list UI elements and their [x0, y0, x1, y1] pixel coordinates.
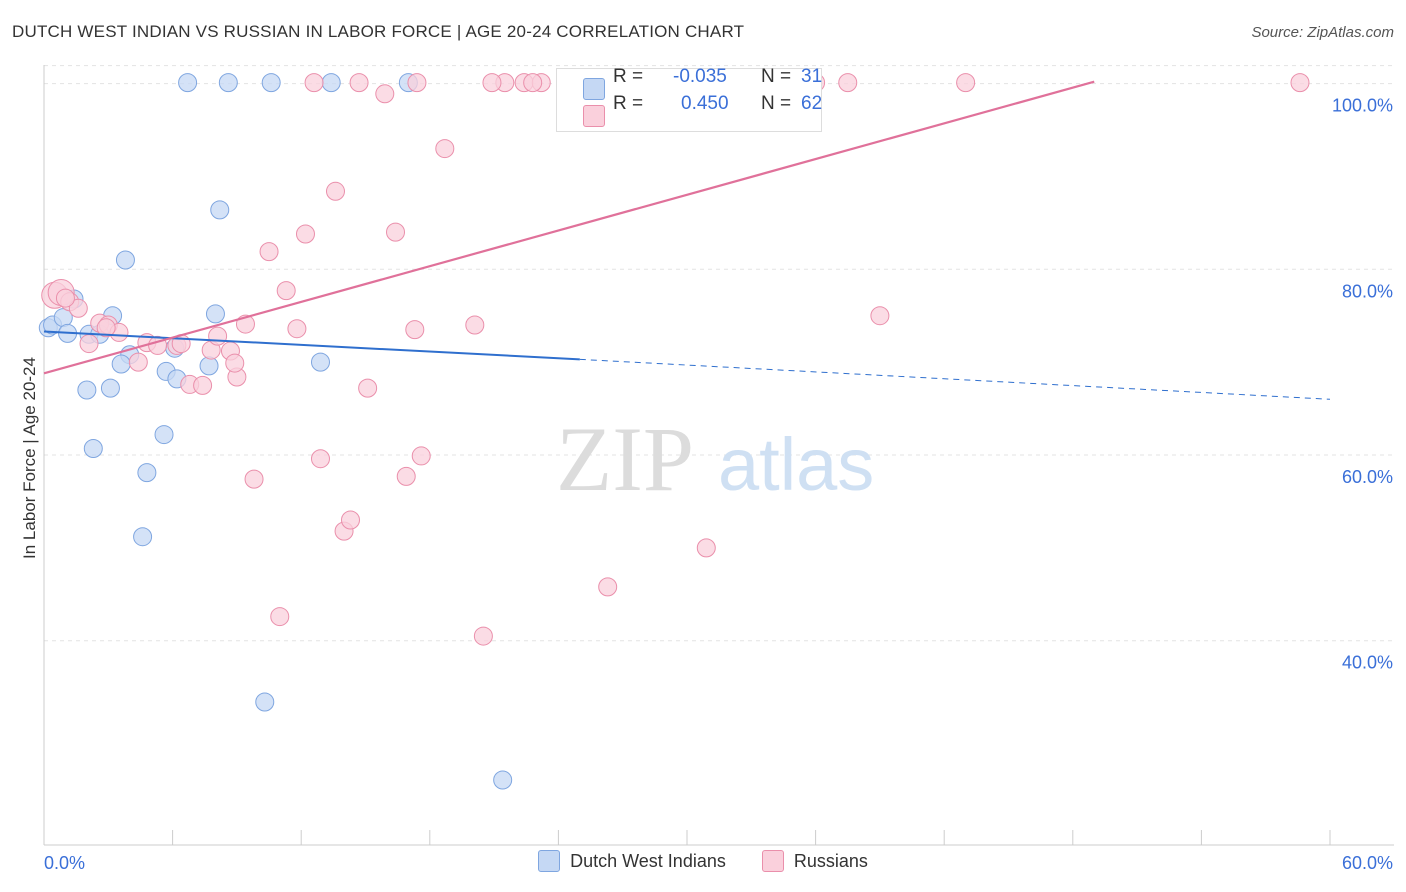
data-point	[128, 352, 148, 372]
y-tick-label: 60.0%	[1342, 467, 1393, 487]
trend-line-russians	[43, 80, 1095, 375]
data-point	[375, 84, 395, 104]
data-point	[100, 378, 120, 398]
data-point	[304, 73, 324, 93]
y-tick-label: 40.0%	[1342, 653, 1393, 673]
data-point	[295, 224, 315, 244]
data-point	[870, 306, 890, 326]
trend-line-dutch-west-indians-extension	[579, 358, 1331, 400]
legend-label: Russians	[793, 850, 868, 871]
data-point	[1290, 73, 1310, 93]
data-point	[325, 181, 345, 201]
data-point	[482, 73, 502, 93]
data-point	[310, 352, 330, 372]
chart-title: DUTCH WEST INDIAN VS RUSSIAN IN LABOR FO…	[12, 22, 745, 41]
data-point	[358, 378, 378, 398]
data-point	[111, 354, 131, 374]
stats-n-value: 31	[801, 66, 823, 87]
stats-n-value: 62	[801, 93, 823, 114]
trend-lines	[43, 80, 1331, 400]
data-point	[96, 318, 116, 338]
data-point	[133, 527, 153, 547]
data-point	[154, 425, 174, 445]
data-point	[473, 626, 493, 646]
data-point	[340, 510, 360, 530]
stats-n-label: N =	[761, 93, 792, 114]
data-point	[386, 222, 406, 242]
legend-swatch-blue	[538, 850, 561, 872]
data-point	[259, 242, 279, 262]
legend-swatch-pink	[761, 850, 784, 872]
data-point	[205, 304, 225, 324]
data-point	[321, 73, 341, 93]
grid-lines	[44, 65, 1394, 642]
legend: Dutch West Indians Russians	[0, 850, 1406, 872]
data-point	[218, 73, 238, 93]
axes	[43, 65, 1394, 846]
data-point	[396, 466, 416, 486]
watermark-zip: ZIP	[556, 408, 694, 510]
data-point	[199, 356, 219, 376]
y-tick-label: 80.0%	[1342, 281, 1393, 301]
data-point	[435, 139, 455, 159]
data-point	[55, 288, 75, 308]
data-point	[465, 315, 485, 335]
data-point	[225, 353, 245, 373]
data-point	[407, 73, 427, 93]
stats-r-value: -0.035	[673, 66, 727, 87]
y-tick-label: 100.0%	[1332, 96, 1393, 116]
legend-item-dutch-west-indians[interactable]: Dutch West Indians	[538, 850, 726, 872]
series-russians	[41, 73, 1310, 646]
data-point	[598, 577, 618, 597]
data-point	[349, 73, 369, 93]
watermark-atlas: atlas	[718, 423, 874, 506]
stats-r-label: R =	[613, 93, 644, 114]
source-credit: Source: ZipAtlas.com	[1251, 24, 1394, 41]
data-point	[405, 320, 425, 340]
stats-r-value: 0.450	[681, 93, 729, 114]
stats-swatch-blue	[583, 78, 605, 100]
data-point	[178, 73, 198, 93]
stats-n-label: N =	[761, 66, 792, 87]
data-point	[838, 73, 858, 93]
data-point	[493, 770, 513, 790]
data-point	[411, 446, 431, 466]
data-point	[956, 73, 976, 93]
data-point	[208, 326, 228, 346]
data-point	[193, 375, 213, 395]
legend-item-russians[interactable]: Russians	[761, 850, 868, 872]
data-point	[696, 538, 716, 558]
data-point	[287, 319, 307, 339]
data-point	[310, 449, 330, 469]
x-tick-label: 0.0%	[44, 853, 85, 873]
x-tick-label: 60.0%	[1342, 853, 1393, 873]
data-point	[261, 73, 281, 93]
data-point	[276, 281, 296, 301]
data-point	[83, 439, 103, 458]
data-point	[523, 73, 543, 93]
stats-r-label: R =	[613, 66, 644, 87]
watermark: ZIP atlas	[556, 408, 874, 510]
trend-line-dutch-west-indians	[43, 330, 580, 361]
legend-label: Dutch West Indians	[570, 850, 726, 871]
y-axis-label: In Labor Force | Age 20-24	[20, 357, 39, 559]
data-point	[77, 380, 97, 400]
data-point	[68, 298, 88, 318]
data-point	[210, 200, 230, 220]
data-point	[115, 250, 135, 270]
stats-box: R = -0.035 N = 31 R = 0.450 N = 62	[556, 66, 823, 132]
series-dutch-west-indians	[38, 73, 513, 790]
data-point	[137, 463, 157, 483]
data-point	[79, 334, 99, 354]
stats-swatch-pink	[583, 105, 605, 127]
tick-labels: 100.0% 80.0% 60.0% 40.0% 0.0% 60.0%	[44, 96, 1393, 873]
data-point	[270, 607, 290, 627]
data-point	[255, 692, 275, 712]
data-point	[244, 469, 264, 489]
